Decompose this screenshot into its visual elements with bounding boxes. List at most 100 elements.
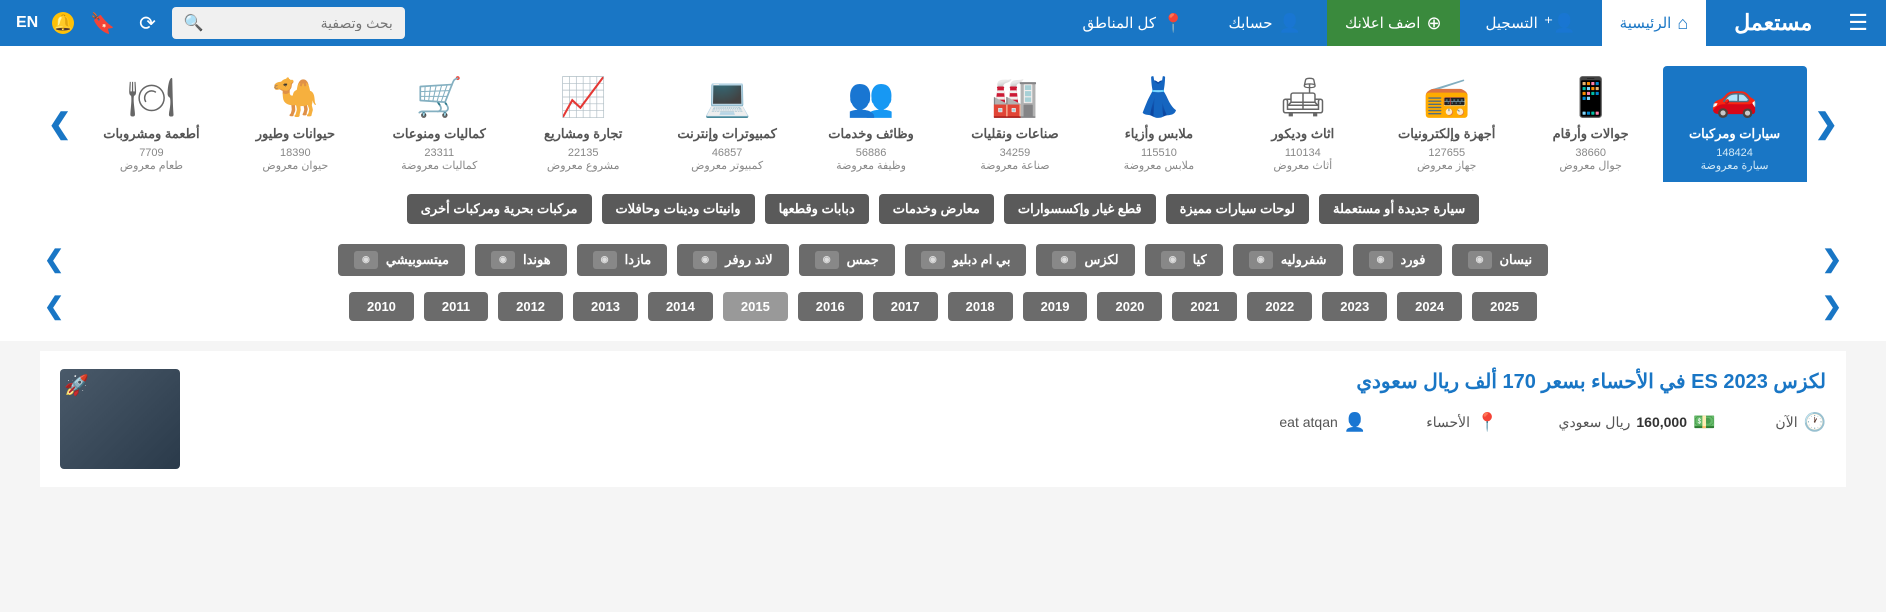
cat-arrow-left[interactable]: ❯ [40, 66, 79, 182]
brand-pill[interactable]: مازدا◉ [577, 244, 668, 276]
category-item[interactable]: 🐪 حيوانات وطيور 18390حيوان معروض [223, 66, 367, 182]
brand-pill[interactable]: لاند روفر◉ [677, 244, 788, 276]
nav-label: الرئيسية [1620, 14, 1672, 32]
category-icon: 🛒 [373, 76, 505, 120]
brand-pill[interactable]: جمس◉ [799, 244, 895, 276]
subcategory-pill[interactable]: مركبات بحرية ومركبات أخرى [407, 194, 592, 224]
year-pill[interactable]: 2016 [798, 292, 863, 321]
year-pill[interactable]: 2015 [723, 292, 788, 321]
listing-card[interactable]: لكزس ES 2023 في الأحساء بسعر 170 ألف ريا… [40, 351, 1846, 487]
year-pill[interactable]: 2019 [1023, 292, 1088, 321]
subcategory-pill[interactable]: دبابات وقطعها [765, 194, 869, 224]
brand-list: نيسان◉ فورد◉ شفروليه◉ كيا◉ لكزس◉ بي ام دبليو◉… [78, 244, 1808, 276]
brand-pill[interactable]: هوندا◉ [475, 244, 567, 276]
menu-icon[interactable]: ☰ [1840, 10, 1876, 36]
nav-label: اضف اعلانك [1345, 14, 1420, 32]
brand-logo-icon: ◉ [1249, 251, 1273, 269]
brand-pill[interactable]: كيا◉ [1145, 244, 1223, 276]
year-pill[interactable]: 2014 [648, 292, 713, 321]
cat-arrow-right[interactable]: ❮ [1807, 66, 1846, 182]
bookmark-icon[interactable]: 🔖 [82, 11, 123, 36]
year-pill[interactable]: 2013 [573, 292, 638, 321]
user-plus-icon: 👤⁺ [1544, 13, 1576, 34]
year-pill[interactable]: 2011 [424, 292, 488, 321]
search-box[interactable]: 🔍 [172, 7, 405, 39]
category-item[interactable]: 💻 كمبيوترات وإنترنت 46857كمبيوتر معروض [655, 66, 799, 182]
home-icon: ⌂ [1677, 13, 1688, 34]
brand-logo-icon: ◉ [693, 251, 717, 269]
year-pill[interactable]: 2025 [1472, 292, 1537, 321]
category-item[interactable]: 📱 جوالات وأرقام 38660جوال معروض [1519, 66, 1663, 182]
category-item[interactable]: 📈 تجارة ومشاريع 22135مشروع معروض [511, 66, 655, 182]
currency: ريال سعودي [1558, 414, 1630, 431]
year-arrow-left[interactable]: ❯ [40, 292, 68, 321]
category-item[interactable]: 🛋 اثاث وديكور 110134أثاث معروض [1231, 66, 1375, 182]
brand-pill[interactable]: ميتسوبيشي◉ [338, 244, 465, 276]
language-toggle[interactable]: EN [10, 14, 44, 32]
category-title: صناعات ونقليات [949, 126, 1081, 143]
nav-regions[interactable]: 📍 كل المناطق [1064, 0, 1202, 46]
category-count: 38660جوال معروض [1525, 147, 1657, 172]
subcategory-pill[interactable]: معارض وخدمات [879, 194, 994, 224]
brand-pill[interactable]: فورد◉ [1353, 244, 1442, 276]
category-title: كمبيوترات وإنترنت [661, 126, 793, 143]
category-item[interactable]: 🏭 صناعات ونقليات 34259صناعة معروضة [943, 66, 1087, 182]
category-item[interactable]: 🛒 كماليات ومنوعات 23311كماليات معروضة [367, 66, 511, 182]
search-icon[interactable]: 🔍 [184, 13, 204, 33]
year-pill[interactable]: 2020 [1097, 292, 1162, 321]
nav-home[interactable]: ⌂ الرئيسية [1602, 0, 1707, 46]
brand-label: مازدا [625, 252, 652, 268]
listing-thumbnail[interactable]: 🚀 [60, 369, 180, 469]
search-input[interactable] [212, 15, 393, 31]
year-pill[interactable]: 2018 [948, 292, 1013, 321]
notification-icon[interactable]: 🔔 [52, 12, 74, 34]
listing-user[interactable]: 👤 eat atqan [1279, 412, 1366, 433]
brand-pill[interactable]: لكزس◉ [1036, 244, 1134, 276]
refresh-icon[interactable]: ⟳ [131, 11, 164, 36]
year-arrow-right[interactable]: ❮ [1818, 292, 1846, 321]
category-item[interactable]: 📻 أجهزة وإلكترونيات 127655جهاز معروض [1375, 66, 1519, 182]
category-icon: 🍽 [85, 76, 217, 120]
listing-title[interactable]: لكزس ES 2023 في الأحساء بسعر 170 ألف ريا… [200, 369, 1826, 394]
category-icon: 📈 [517, 76, 649, 120]
category-item[interactable]: 🍽 أطعمة ومشروبات 7709طعام معروض [79, 66, 223, 182]
year-pill[interactable]: 2022 [1247, 292, 1312, 321]
year-pill[interactable]: 2023 [1322, 292, 1387, 321]
category-count: 23311كماليات معروضة [373, 147, 505, 172]
year-pill[interactable]: 2024 [1397, 292, 1462, 321]
subcategory-pill[interactable]: لوحات سيارات مميزة [1166, 194, 1309, 224]
nav-post-ad[interactable]: ⊕ اضف اعلانك [1327, 0, 1460, 46]
brand-pill[interactable]: نيسان◉ [1452, 244, 1549, 276]
listing-price: 💵 160,000 ريال سعودي [1558, 412, 1715, 433]
category-icon: 📻 [1381, 76, 1513, 120]
user-text: eat atqan [1279, 414, 1337, 430]
logo[interactable]: مستعمل [1714, 0, 1832, 46]
topbar: ☰ مستعمل ⌂ الرئيسية 👤⁺ التسجيل ⊕ اضف اعل… [0, 0, 1886, 46]
nav-account[interactable]: 👤 حسابك [1210, 0, 1318, 46]
brand-arrow-right[interactable]: ❮ [1818, 245, 1846, 274]
year-pill[interactable]: 2017 [873, 292, 938, 321]
year-pill[interactable]: 2010 [349, 292, 414, 321]
brand-pill[interactable]: شفروليه◉ [1233, 244, 1343, 276]
nav-register[interactable]: 👤⁺ التسجيل [1468, 0, 1594, 46]
category-item[interactable]: 👥 وظائف وخدمات 56886وظيفة معروضة [799, 66, 943, 182]
subcategory-pill[interactable]: وانيتات ودينات وحافلات [602, 194, 755, 224]
subcategory-pill[interactable]: سيارة جديدة أو مستعملة [1319, 194, 1479, 224]
category-item[interactable]: 🚗 سيارات ومركبات 148424سيارة معروضة [1663, 66, 1807, 182]
category-item[interactable]: 👗 ملابس وأزياء 115510ملابس معروضة [1087, 66, 1231, 182]
category-count: 56886وظيفة معروضة [805, 147, 937, 172]
brand-pill[interactable]: بي ام دبليو◉ [905, 244, 1027, 276]
nav-label: كل المناطق [1082, 14, 1156, 32]
year-pill[interactable]: 2012 [498, 292, 563, 321]
category-title: أطعمة ومشروبات [85, 126, 217, 143]
clock-icon: 🕐 [1804, 412, 1826, 433]
listing-body: لكزس ES 2023 في الأحساء بسعر 170 ألف ريا… [200, 369, 1826, 433]
subcategory-pill[interactable]: قطع غيار وإكسسوارات [1004, 194, 1156, 224]
category-count: 7709طعام معروض [85, 147, 217, 172]
year-pill[interactable]: 2021 [1172, 292, 1237, 321]
category-count: 127655جهاز معروض [1381, 147, 1513, 172]
category-icon: 🐪 [229, 76, 361, 120]
listing-location: 📍 الأحساء [1426, 412, 1498, 433]
category-icon: 🏭 [949, 76, 1081, 120]
brand-arrow-left[interactable]: ❯ [40, 245, 68, 274]
